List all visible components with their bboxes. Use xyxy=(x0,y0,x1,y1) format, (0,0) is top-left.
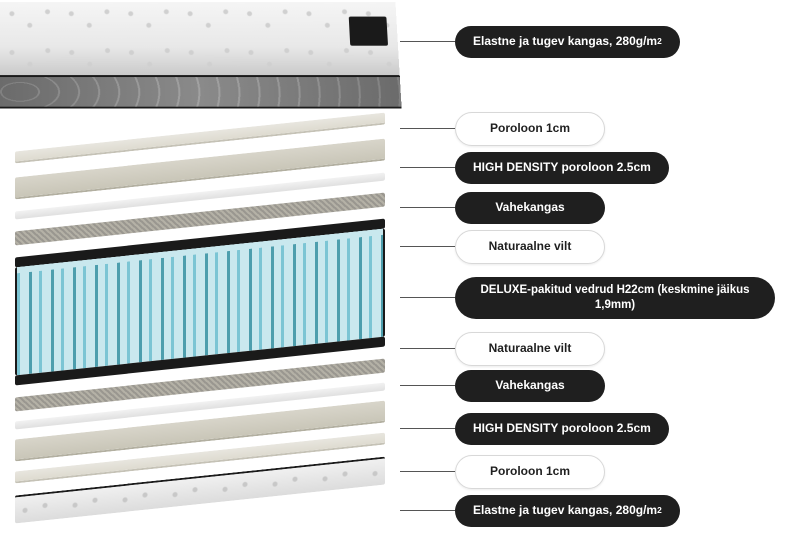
label-row-top-fabric: Elastne ja tugev kangas, 280g/m2 xyxy=(400,26,790,58)
leader-line xyxy=(400,428,455,429)
label-row-springs: DELUXE-pakitud vedrud H22cm (keskmine jä… xyxy=(400,277,790,319)
label-row-vahe-top: Vahekangas xyxy=(400,192,790,224)
label-springs: DELUXE-pakitud vedrud H22cm (keskmine jä… xyxy=(455,277,775,319)
leader-line xyxy=(400,510,455,511)
mattress-exploded-view xyxy=(0,0,400,533)
leader-line xyxy=(400,128,455,129)
leader-line xyxy=(400,385,455,386)
label-row-felt-top: Naturaalne vilt xyxy=(400,230,790,264)
leader-line xyxy=(400,246,455,247)
label-row-foam-top: Poroloon 1cm xyxy=(400,112,790,146)
leader-line xyxy=(400,297,455,298)
leader-line xyxy=(400,348,455,349)
label-row-hd-top: HIGH DENSITY poroloon 2.5cm xyxy=(400,152,790,184)
label-row-foam-bottom: Poroloon 1cm xyxy=(400,455,790,489)
leader-line xyxy=(400,207,455,208)
label-vahe-bottom: Vahekangas xyxy=(455,370,605,402)
label-hd-bottom: HIGH DENSITY poroloon 2.5cm xyxy=(455,413,669,445)
label-top-fabric: Elastne ja tugev kangas, 280g/m2 xyxy=(455,26,680,58)
label-vahe-top: Vahekangas xyxy=(455,192,605,224)
label-foam-top: Poroloon 1cm xyxy=(455,112,605,146)
brand-badge xyxy=(349,17,388,46)
label-felt-bottom: Naturaalne vilt xyxy=(455,332,605,366)
label-foam-bottom: Poroloon 1cm xyxy=(455,455,605,489)
label-row-felt-bottom: Naturaalne vilt xyxy=(400,332,790,366)
label-felt-top: Naturaalne vilt xyxy=(455,230,605,264)
label-row-hd-bottom: HIGH DENSITY poroloon 2.5cm xyxy=(400,413,790,445)
label-bottom-fabric: Elastne ja tugev kangas, 280g/m2 xyxy=(455,495,680,527)
label-row-bottom-fabric: Elastne ja tugev kangas, 280g/m2 xyxy=(400,495,790,527)
leader-line xyxy=(400,471,455,472)
label-hd-top: HIGH DENSITY poroloon 2.5cm xyxy=(455,152,669,184)
leader-line xyxy=(400,41,455,42)
label-row-vahe-bottom: Vahekangas xyxy=(400,370,790,402)
leader-line xyxy=(400,167,455,168)
layer-top-fabric xyxy=(0,2,400,80)
label-column: Elastne ja tugev kangas, 280g/m2 Poroloo… xyxy=(400,0,790,533)
